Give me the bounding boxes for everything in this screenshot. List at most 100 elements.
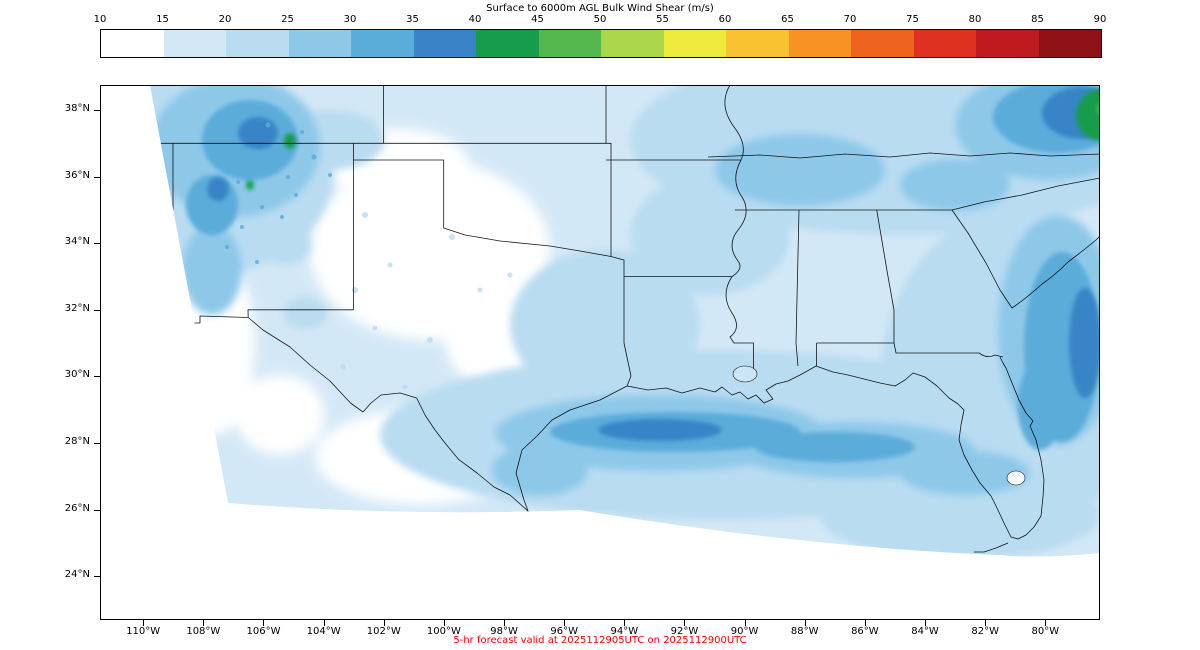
colorbar-tick-label: 75 bbox=[906, 14, 919, 25]
colorbar-segment-7 bbox=[538, 30, 601, 57]
colorbar-segment-10 bbox=[726, 30, 789, 57]
lon-tick-label: 82°W bbox=[971, 626, 999, 637]
colorbar-tick-label: 60 bbox=[718, 14, 732, 25]
colorbar-segment-4 bbox=[351, 30, 414, 57]
chart-title: Surface to 6000m AGL Bulk Wind Shear (m/… bbox=[486, 3, 714, 14]
colorbar-tick-label: 15 bbox=[156, 14, 169, 25]
lon-tick-label: 104°W bbox=[306, 626, 341, 637]
lon-tick-label: 96°W bbox=[550, 626, 578, 637]
lon-tick-label: 110°W bbox=[126, 626, 161, 637]
colorbar-segment-5 bbox=[413, 30, 476, 57]
colorbar-tick-label: 70 bbox=[843, 14, 857, 25]
lon-tick-label: 98°W bbox=[490, 626, 518, 637]
lon-tick-mark bbox=[864, 620, 866, 626]
lat-tick-label: 28°N bbox=[64, 436, 90, 447]
colorbar-segment-0 bbox=[101, 30, 164, 57]
lat-tick-mark bbox=[94, 176, 100, 178]
plot-border bbox=[100, 85, 1100, 620]
forecast-caption: 5-hr forecast valid at 2025112905UTC on … bbox=[453, 635, 747, 646]
southeast-state-borders bbox=[735, 209, 1004, 367]
lat-tick-label: 30°N bbox=[64, 369, 90, 381]
lon-tick-mark bbox=[564, 620, 566, 626]
colorbar-segment-3 bbox=[288, 30, 351, 57]
lon-tick-label: 84°W bbox=[911, 626, 939, 637]
shear-map-canvas bbox=[100, 85, 1100, 620]
colorbar-segment-9 bbox=[663, 30, 726, 57]
lon-tick-mark bbox=[624, 620, 626, 626]
lon-tick-mark bbox=[985, 620, 987, 626]
colorbar-tick-label: 85 bbox=[1031, 14, 1044, 25]
colorbar-segment-11 bbox=[788, 30, 851, 57]
georgia-carolina-borders bbox=[951, 177, 1100, 309]
gulf-coastline bbox=[626, 365, 817, 404]
state-boundaries bbox=[150, 85, 1100, 557]
colorbar-tick-label: 10 bbox=[93, 14, 107, 25]
lat-tick-mark bbox=[94, 309, 100, 311]
texas-border bbox=[247, 159, 632, 512]
shear-field bbox=[150, 85, 1100, 557]
lat-tick-label: 36°N bbox=[64, 169, 90, 181]
lon-tick-label: 92°W bbox=[670, 626, 699, 637]
lon-tick-mark bbox=[1045, 620, 1047, 626]
lon-tick-label: 80°W bbox=[1031, 626, 1060, 637]
colorbar-tick-label: 30 bbox=[343, 14, 357, 25]
lon-tick-label: 100°W bbox=[426, 626, 461, 637]
lon-tick-mark bbox=[684, 620, 686, 626]
lon-tick-mark bbox=[323, 620, 325, 626]
mexico-coastline bbox=[516, 510, 529, 557]
colorbar-segment-6 bbox=[476, 30, 539, 57]
lat-tick-mark bbox=[94, 576, 100, 578]
lat-tick-mark bbox=[94, 509, 100, 511]
terrain-speckles-light bbox=[340, 212, 513, 428]
field-40-45 bbox=[246, 89, 1100, 190]
colorbar-tick-label: 80 bbox=[968, 14, 982, 25]
colorbar-segment-14 bbox=[976, 30, 1039, 57]
lat-tick-label: 34°N bbox=[64, 236, 90, 248]
lon-tick-mark bbox=[263, 620, 265, 626]
lat-tick-label: 38°N bbox=[64, 103, 90, 114]
lake-pontchartrain bbox=[732, 365, 758, 383]
oklahoma-kansas-borders bbox=[150, 85, 612, 257]
colorbar-segment-15 bbox=[1038, 30, 1101, 57]
florida-coastline bbox=[815, 356, 1045, 540]
field-35-40 bbox=[207, 87, 1100, 441]
colorbar-tick-label: 50 bbox=[593, 14, 607, 25]
colorbar-segment-1 bbox=[163, 30, 226, 57]
lat-tick-mark bbox=[94, 243, 100, 245]
lat-tick-label: 26°N bbox=[64, 502, 90, 514]
colorbar-tick-label: 90 bbox=[1093, 14, 1107, 25]
colorbar-tick-row: 10 15 20 25 30 35 40 45 50 55 60 65 70 75 80 85 90 bbox=[94, 14, 1107, 26]
colorbar-tick-label: 45 bbox=[531, 14, 544, 25]
terrain-speckles-dark bbox=[217, 122, 332, 264]
lat-tick-label: 24°N bbox=[64, 569, 90, 581]
louisiana-mississippi-borders bbox=[725, 276, 754, 369]
lon-tick-mark bbox=[143, 620, 145, 626]
lon-tick-mark bbox=[504, 620, 506, 626]
colorbar bbox=[100, 29, 1102, 58]
lon-tick-mark bbox=[804, 620, 806, 626]
lake-okeechobee bbox=[1006, 470, 1026, 486]
colorbar-segment-2 bbox=[226, 30, 289, 57]
map-plot-area bbox=[100, 85, 1100, 620]
lon-tick-label: 108°W bbox=[186, 626, 221, 637]
atlantic-coastline bbox=[1011, 235, 1100, 309]
lat-tick-mark bbox=[94, 110, 100, 111]
colorbar-tick-label: 55 bbox=[656, 14, 669, 25]
colorbar-tick-label: 65 bbox=[781, 14, 794, 25]
lat-tick-label: 32°N bbox=[64, 302, 90, 314]
colorbar-segment-12 bbox=[851, 30, 914, 57]
lon-tick-label: 88°W bbox=[790, 626, 819, 637]
colorbar-tick-label: 20 bbox=[218, 14, 232, 25]
kentucky-virginia-border bbox=[707, 152, 1100, 159]
colorbar-segment-8 bbox=[601, 30, 664, 57]
lon-tick-label: 86°W bbox=[851, 626, 879, 637]
colorbar-tick-label: 35 bbox=[406, 14, 419, 25]
lon-tick-label: 94°W bbox=[610, 626, 639, 637]
florida-keys bbox=[974, 542, 1009, 553]
colorbar-tick-label: 25 bbox=[281, 14, 294, 25]
lon-tick-mark bbox=[443, 620, 445, 626]
lon-tick-mark bbox=[744, 620, 746, 626]
lon-tick-mark bbox=[383, 620, 385, 626]
arkansas-missouri-borders bbox=[606, 85, 747, 277]
lat-tick-mark bbox=[94, 443, 100, 444]
